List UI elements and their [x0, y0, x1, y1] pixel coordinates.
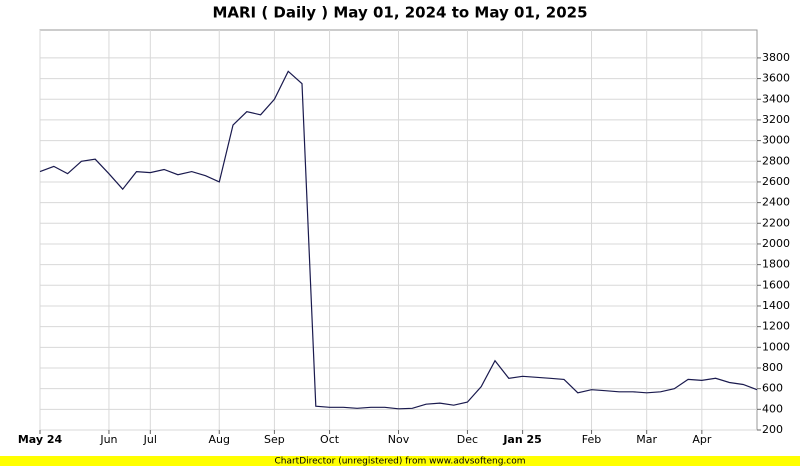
x-tick-label: May 24 — [18, 433, 63, 446]
y-tick-label: 800 — [762, 361, 783, 374]
chart-title: MARI ( Daily ) May 01, 2024 to May 01, 2… — [212, 4, 587, 22]
y-tick-label: 200 — [762, 423, 783, 436]
x-tick-label: Apr — [692, 433, 712, 446]
y-tick-label: 2800 — [762, 154, 790, 167]
y-tick-label: 3200 — [762, 113, 790, 126]
y-tick-label: 400 — [762, 402, 783, 415]
y-tick-label: 1400 — [762, 299, 790, 312]
y-tick-label: 3400 — [762, 92, 790, 105]
y-tick-label: 1000 — [762, 340, 790, 353]
x-tick-label: Jul — [143, 433, 157, 446]
x-tick-label: Feb — [582, 433, 601, 446]
footer-bar — [0, 456, 800, 466]
y-tick-label: 1200 — [762, 320, 790, 333]
y-tick-label: 2200 — [762, 216, 790, 229]
y-tick-label: 3600 — [762, 72, 790, 85]
x-tick-label: Jun — [99, 433, 117, 446]
y-tick-label: 3800 — [762, 51, 790, 64]
y-tick-label: 3000 — [762, 134, 790, 147]
y-tick-label: 1800 — [762, 258, 790, 271]
price-line — [39, 70, 758, 410]
x-tick-label: Aug — [209, 433, 230, 446]
x-tick-label: Mar — [636, 433, 657, 446]
y-tick-label: 1600 — [762, 278, 790, 291]
grid — [39, 30, 757, 431]
x-tick-label: Dec — [457, 433, 478, 446]
x-tick-label: Sep — [264, 433, 285, 446]
footer: ChartDirector (unregistered) from www.ad… — [274, 457, 525, 466]
x-tick-label: Oct — [320, 433, 340, 446]
y-tick-label: 600 — [762, 382, 783, 395]
y-tick-label: 2400 — [762, 196, 790, 209]
y-tick-label: 2600 — [762, 175, 790, 188]
x-tick-label: Jan 25 — [502, 433, 541, 446]
x-tick-label: Nov — [388, 433, 410, 446]
y-tick-label: 2000 — [762, 237, 790, 250]
